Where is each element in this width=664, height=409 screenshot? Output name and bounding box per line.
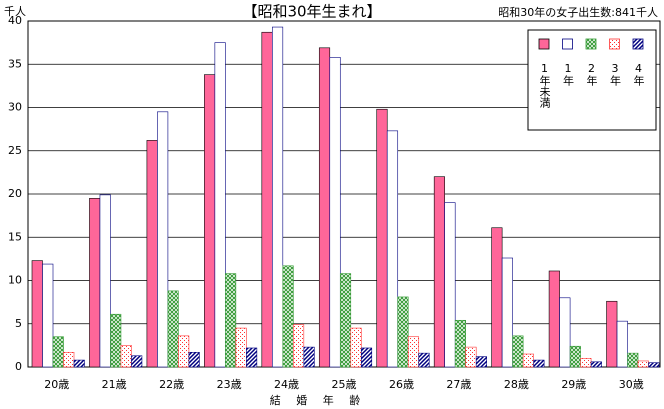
x-tick-label: 21歳 — [102, 378, 127, 391]
y-tick-label: 20 — [8, 187, 22, 200]
bar — [407, 336, 420, 368]
bar — [512, 335, 524, 368]
bar — [99, 194, 111, 368]
y-tick-label: 10 — [8, 274, 22, 287]
y-tick-label: 30 — [8, 101, 22, 114]
legend-label: 1年 — [562, 62, 575, 86]
legend-swatch — [585, 38, 597, 50]
y-tick-label: 0 — [15, 360, 22, 373]
legend-label: 3年 — [609, 62, 622, 86]
bar — [454, 319, 466, 368]
bar — [204, 74, 216, 368]
bar — [397, 296, 409, 368]
x-tick-label: 22歳 — [159, 378, 184, 391]
x-tick-label: 30歳 — [619, 378, 644, 391]
bar — [225, 273, 237, 368]
bar — [386, 130, 399, 368]
y-axis-label: 千人 — [4, 5, 26, 18]
bar — [580, 358, 592, 368]
bar — [131, 355, 143, 368]
bar — [648, 362, 660, 368]
x-tick-label: 25歳 — [332, 378, 357, 391]
x-tick-label: 23歳 — [217, 378, 242, 391]
bar — [433, 176, 445, 368]
bar — [559, 297, 571, 368]
bar — [548, 270, 560, 368]
bar — [167, 290, 179, 368]
bar — [52, 336, 64, 368]
bar — [590, 361, 602, 368]
bar — [42, 263, 54, 368]
legend-swatch — [609, 38, 620, 50]
bar — [146, 140, 158, 368]
legend-swatch — [562, 38, 573, 50]
x-tick-label: 27歳 — [446, 378, 471, 391]
legend-swatch — [632, 38, 644, 50]
bar — [350, 327, 362, 368]
bar — [627, 352, 639, 368]
bar — [616, 320, 628, 368]
bar — [31, 260, 43, 368]
bar — [89, 198, 101, 368]
bar — [376, 108, 388, 368]
bar — [533, 359, 545, 368]
legend-swatch — [538, 38, 550, 50]
y-tick-label: 25 — [8, 144, 22, 157]
y-tick-label: 40 — [8, 14, 22, 27]
x-tick-label: 24歳 — [274, 378, 299, 391]
bar — [235, 327, 247, 368]
bar — [272, 26, 284, 368]
bar — [318, 47, 331, 368]
chart-title: 【昭和30年生まれ】 — [242, 3, 381, 21]
bar — [360, 347, 373, 368]
legend-label: 1年未満 — [538, 62, 551, 109]
bar — [522, 353, 534, 368]
bar — [246, 347, 258, 368]
x-tick-label: 20歳 — [44, 378, 69, 391]
y-tick-label: 35 — [8, 57, 22, 70]
y-tick-label: 5 — [15, 317, 22, 330]
bar — [491, 227, 503, 368]
bar — [339, 273, 352, 368]
bar — [501, 257, 513, 368]
bar — [418, 352, 430, 368]
bar — [282, 265, 294, 368]
x-axis-label: 結 婚 年 齢 — [270, 393, 361, 407]
bar — [188, 351, 200, 368]
bar — [303, 346, 315, 368]
bar — [110, 313, 122, 368]
bar — [178, 335, 190, 368]
bar — [606, 300, 618, 368]
bar — [569, 345, 581, 368]
x-tick-label: 29歳 — [561, 378, 586, 391]
bar — [475, 356, 487, 368]
legend-label: 4年 — [632, 62, 645, 86]
x-tick-label: 26歳 — [389, 378, 414, 391]
x-tick-label: 28歳 — [504, 378, 529, 391]
bar — [293, 324, 305, 368]
bar — [637, 360, 649, 368]
bar — [465, 346, 477, 368]
bar — [157, 111, 169, 368]
bar — [63, 351, 75, 368]
annotation: 昭和30年の女子出生数:841千人 — [498, 5, 658, 19]
legend-label: 2年 — [585, 62, 598, 86]
y-tick-label: 15 — [8, 230, 22, 243]
bar — [214, 42, 226, 368]
bar — [73, 359, 85, 368]
bar — [329, 57, 341, 368]
bar — [444, 202, 456, 368]
bar — [120, 345, 132, 368]
bar — [261, 31, 273, 368]
